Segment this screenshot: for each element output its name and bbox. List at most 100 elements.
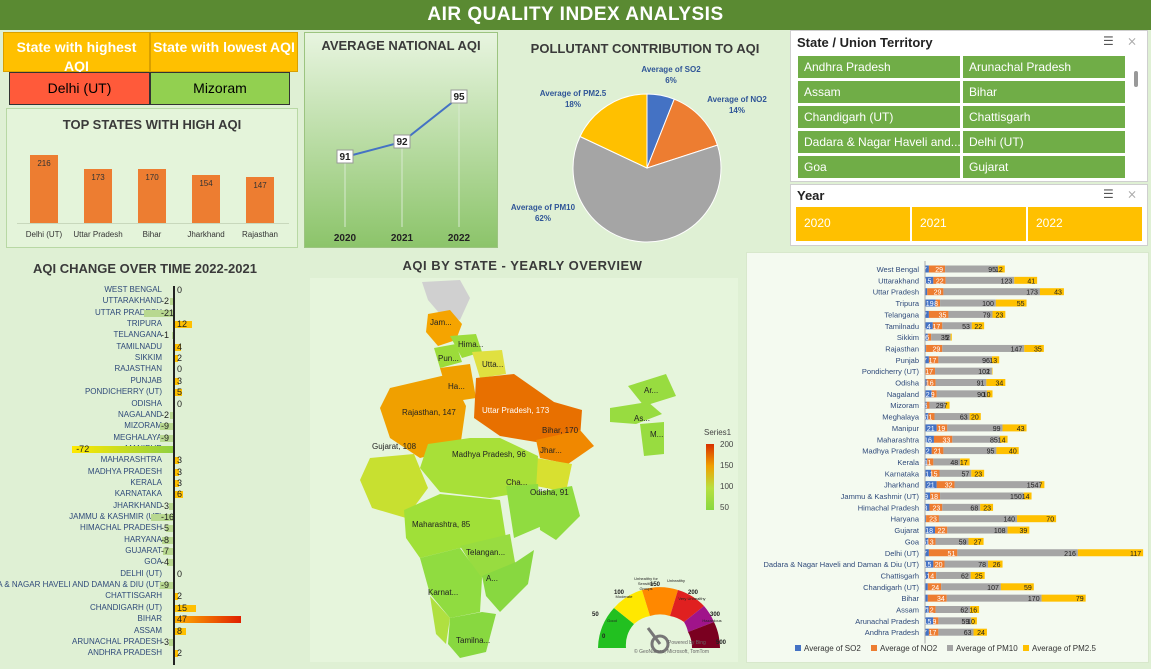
stack-value: 68 [970,505,978,512]
stack-segment [960,458,970,466]
state-slicer-item[interactable]: Chandigarh (UT) [797,105,961,129]
stack-category-label: Bihar [901,594,919,603]
map-state-label: M... [650,430,664,439]
stack-value: 5 [922,335,926,342]
top-state-value: 154 [199,178,213,188]
pie-label-name: Average of NO2 [707,95,767,104]
map-credit: Powered by Bing [668,640,706,646]
stack-segment [935,299,941,307]
stack-segment [1041,594,1086,602]
change-state-label: ASSAM [133,625,162,635]
stack-segment [992,310,1006,318]
stack-value: 4 [921,290,925,297]
change-value: 2 [177,648,183,659]
stack-segment [925,537,929,545]
change-bar [170,411,173,419]
stack-category-label: Meghalaya [882,413,920,422]
change-bar [175,491,184,499]
map-legend-tick: 50 [720,503,729,512]
gauge-zone-label: Hazardous [702,618,722,623]
stack-segment [980,503,994,511]
stack-segment [925,515,927,523]
stack-segment [927,594,947,602]
stack-segment [971,469,985,477]
stack-segment [1039,288,1064,296]
change-value: -4 [161,557,170,568]
stack-value: 55 [1017,301,1025,308]
state-slicer-item[interactable]: Bihar [962,80,1126,104]
year-slicer-item[interactable]: 2021 [911,206,1027,242]
gauge-needle [646,627,662,645]
stack-value: 170 [1028,596,1040,603]
stack-segment [927,333,932,341]
stack-segment [929,503,943,511]
stack-value: 29 [935,267,943,274]
dashboard-title: AIR QUALITY INDEX ANALYSIS [0,0,1151,30]
state-slicer-item[interactable]: Arunachal Pradesh [962,55,1126,79]
map-state-label: Madhya Pradesh, 96 [452,450,526,459]
stack-value: 79 [1076,596,1084,603]
change-state-label: PUNJAB [130,375,162,385]
state-slicer-item[interactable]: Chattisgarh [962,105,1126,129]
change-state-label: DADARA & NAGAR HAVELI AND DAMAN & DIU (U… [0,580,162,590]
map-region-odisha [538,486,580,540]
stack-value: 70 [1046,517,1054,524]
stack-value: 23 [974,471,982,478]
state-slicer-item[interactable]: Goa [797,155,961,179]
map-state-label: Cha... [506,478,528,487]
stack-value: 123 [1001,278,1013,285]
year-multi-select-icon[interactable]: ☰ [1103,187,1114,201]
stack-segment [935,379,987,386]
change-value: -9 [161,421,170,432]
highest-aqi-label: State with highest AQI [3,32,150,74]
stack-value: 100 [982,301,994,308]
change-value: 3 [177,375,183,386]
change-bar [150,514,173,521]
stack-segment [928,356,939,364]
state-slicer-item[interactable]: Delhi (UT) [962,130,1126,154]
stack-segment [925,379,927,386]
change-state-label: JAMMU & KASHMIR (UT) [69,512,162,521]
map-state-label: Maharashtra, 85 [412,520,471,529]
change-value: -9 [161,432,170,443]
year-slicer-item[interactable]: 2020 [795,206,911,242]
stack-legend-label: Average of PM10 [956,644,1018,653]
change-state-label: MAHARASHTRA [100,455,162,465]
state-slicer-item[interactable]: Assam [797,80,961,104]
year-clear-filter-icon[interactable]: ⨯ [1127,187,1138,201]
map-area[interactable]: Jam... Hima... Pun... Utta... Ha... Rajasthan… [310,278,738,662]
stack-value: 140 [1003,517,1015,524]
stack-value: 15 [924,278,932,285]
gauge-zone-label: Moderate [615,594,633,599]
year-slicer-item[interactable]: 2022 [1027,206,1143,242]
stack-value: 6 [922,415,926,422]
national-year: 2020 [334,233,357,244]
stack-value: 21 [927,483,935,490]
stack-segment [929,401,946,409]
stack-segment [938,617,972,625]
change-bar [170,298,173,306]
state-slicer-item[interactable]: Dadara & Nagar Haveli and... [797,130,961,154]
stack-segment [928,628,939,636]
stack-segment [925,583,928,591]
stack-value: 17 [929,358,937,365]
stack-segment [941,583,1001,591]
top-state-bar [84,168,112,223]
year-slicer-title: Year [797,188,825,203]
gauge-unhealthy [670,590,704,622]
slicer-scrollbar[interactable] [1134,71,1138,87]
state-slicer-item[interactable]: Gujarat [962,155,1126,179]
stack-value: 29 [934,290,942,297]
top-states-axis [17,223,289,224]
clear-filter-icon[interactable]: ⨯ [1127,34,1138,48]
change-bar [175,650,178,658]
multi-select-icon[interactable]: ☰ [1103,34,1114,48]
stack-segment [925,390,932,398]
state-slicer-item[interactable]: Andhra Pradesh [797,55,961,79]
change-bar [175,389,182,397]
stack-segment [930,492,941,500]
stack-segment [925,617,934,625]
pie-slice [572,135,722,243]
stack-category-label: Telangana [884,310,919,319]
change-value: -72 [76,443,90,454]
